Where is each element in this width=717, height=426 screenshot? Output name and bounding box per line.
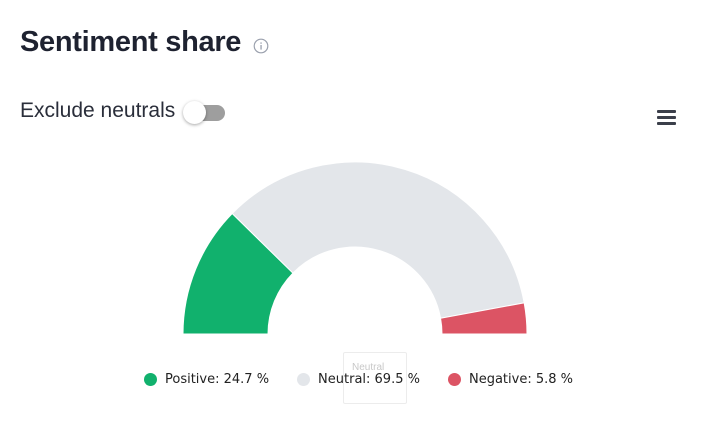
exclude-neutrals-toggle[interactable] bbox=[183, 100, 226, 124]
legend-item-neutral[interactable]: Neutral: 69.5 % bbox=[297, 372, 420, 387]
exclude-neutrals-label: Exclude neutrals bbox=[20, 99, 176, 122]
chart-tooltip: Neutral bbox=[343, 352, 407, 404]
info-icon[interactable] bbox=[253, 38, 269, 54]
legend-item-positive[interactable]: Positive: 24.7 % bbox=[143, 372, 270, 387]
legend-label-positive: Positive: 24.7 % bbox=[164, 372, 270, 387]
legend-item-negative[interactable]: Negative: 5.8 % bbox=[447, 372, 573, 387]
legend-marker-positive bbox=[143, 373, 157, 386]
legend-marker-negative bbox=[447, 373, 461, 386]
title-row: Sentiment share bbox=[20, 26, 269, 59]
toggle-knob[interactable] bbox=[183, 100, 207, 124]
legend-label-negative: Negative: 5.8 % bbox=[468, 372, 573, 387]
tooltip-label: Neutral bbox=[352, 362, 385, 373]
exclude-neutrals-row: Exclude neutrals bbox=[20, 99, 226, 124]
hamburger-menu-icon[interactable] bbox=[655, 108, 679, 128]
legend-marker-neutral bbox=[297, 373, 311, 386]
legend-label-neutral: Neutral: 69.5 % bbox=[318, 372, 420, 387]
chart-title: Sentiment share bbox=[20, 26, 242, 58]
slice-negative[interactable] bbox=[439, 302, 528, 335]
sentiment-chart bbox=[182, 161, 528, 335]
slice-neutral[interactable] bbox=[231, 161, 525, 319]
chart-legend: Positive: 24.7 % Neutral: 69.5 % Negative:… bbox=[0, 372, 717, 387]
